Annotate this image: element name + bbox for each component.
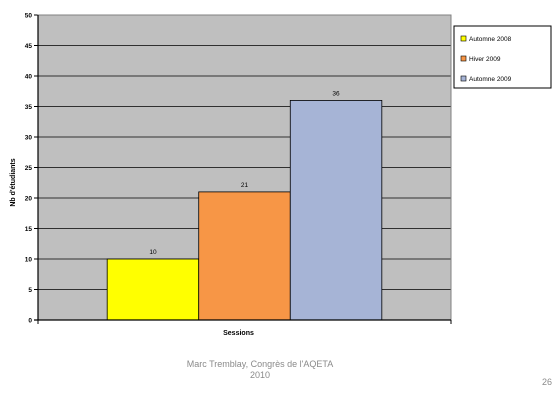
legend: Automne 2008 Hiver 2009 Automne 2009 [453, 25, 552, 89]
y-tick-label: 15 [25, 226, 33, 233]
legend-label: Hiver 2009 [469, 56, 501, 63]
y-tick-label: 35 [25, 104, 33, 111]
axes: 0 5 10 15 20 25 30 35 40 45 50 [25, 13, 452, 325]
bars: 10 21 36 [106, 90, 383, 321]
y-tick-label: 5 [28, 287, 32, 294]
bar [289, 100, 383, 321]
y-axis-title: Nb d'étudiants [10, 158, 17, 206]
x-axis-title: Sessions [223, 330, 254, 337]
footer-line-2: 2010 [249, 370, 271, 380]
legend-swatch [460, 75, 467, 82]
footer-line-1: Marc Tremblay, Congrès de l'AQETA [186, 359, 334, 369]
y-tick-label: 30 [25, 135, 33, 142]
y-tick-label: 45 [25, 43, 33, 50]
y-tick-label: 20 [25, 196, 33, 203]
bar-value-label: 10 [149, 249, 157, 256]
page-number: 26 [542, 377, 553, 387]
legend-swatch [460, 55, 467, 62]
legend-label: Automne 2008 [469, 36, 512, 43]
y-tick-label: 0 [28, 318, 32, 325]
footer-credit: Marc Tremblay, Congrès de l'AQETA 2010 [160, 359, 360, 381]
legend-swatch [460, 35, 467, 42]
legend-label: Automne 2009 [469, 76, 512, 83]
bar-value-label: 36 [332, 90, 340, 97]
bar [106, 258, 200, 321]
y-tick-label: 25 [25, 165, 33, 172]
y-tick-label: 50 [25, 13, 33, 20]
y-tick-label: 10 [25, 257, 33, 264]
bar [198, 191, 291, 321]
bar-value-label: 21 [241, 182, 249, 189]
y-tick-label: 40 [25, 74, 33, 81]
legend-box [453, 25, 552, 89]
